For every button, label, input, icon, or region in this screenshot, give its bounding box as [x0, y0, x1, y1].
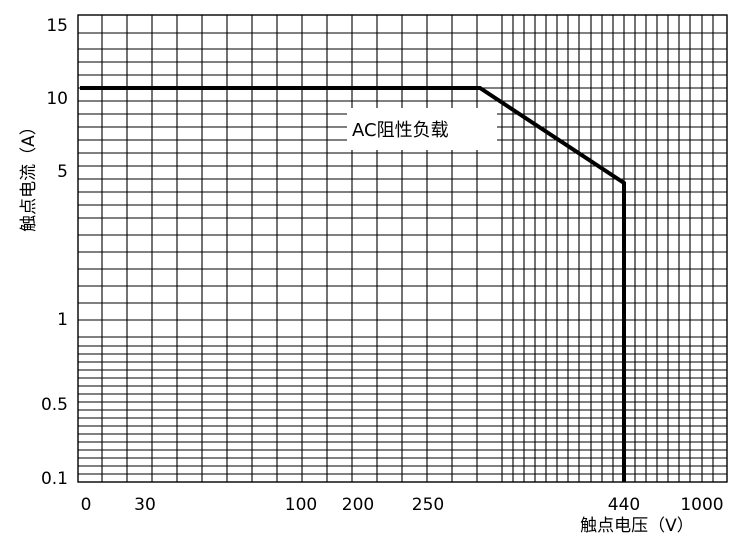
series-line	[80, 86, 626, 482]
x-tick-label: 1000	[680, 495, 723, 515]
y-axis-label: 触点电流（A）	[19, 118, 39, 232]
x-tick-label: 250	[412, 495, 444, 515]
x-tick-label: 30	[134, 495, 156, 515]
x-tick-label: 100	[285, 495, 317, 515]
annotation-label: AC阻性负载	[352, 120, 449, 141]
y-tick-label: 10	[46, 89, 68, 109]
x-tick-labels: 0 30 100 200 250 440 1000	[81, 495, 724, 515]
y-tick-label: 5	[57, 162, 68, 182]
y-tick-labels: 15 10 5 1 0.5 0.1	[41, 16, 68, 489]
x-axis-label: 触点电压（V）	[580, 516, 694, 536]
annotation-background	[347, 108, 497, 150]
y-tick-label: 1	[57, 310, 68, 330]
y-tick-label: 15	[46, 16, 68, 36]
chart-grid	[78, 15, 727, 482]
x-tick-label: 200	[342, 495, 374, 515]
x-tick-label: 440	[608, 495, 640, 515]
plot-frame	[77, 14, 728, 483]
y-tick-label: 0.5	[41, 395, 68, 415]
y-tick-label: 0.1	[41, 469, 68, 489]
chart-annotation: AC阻性负载	[347, 108, 497, 150]
x-tick-label: 0	[81, 495, 92, 515]
chart-series	[79, 86, 626, 483]
